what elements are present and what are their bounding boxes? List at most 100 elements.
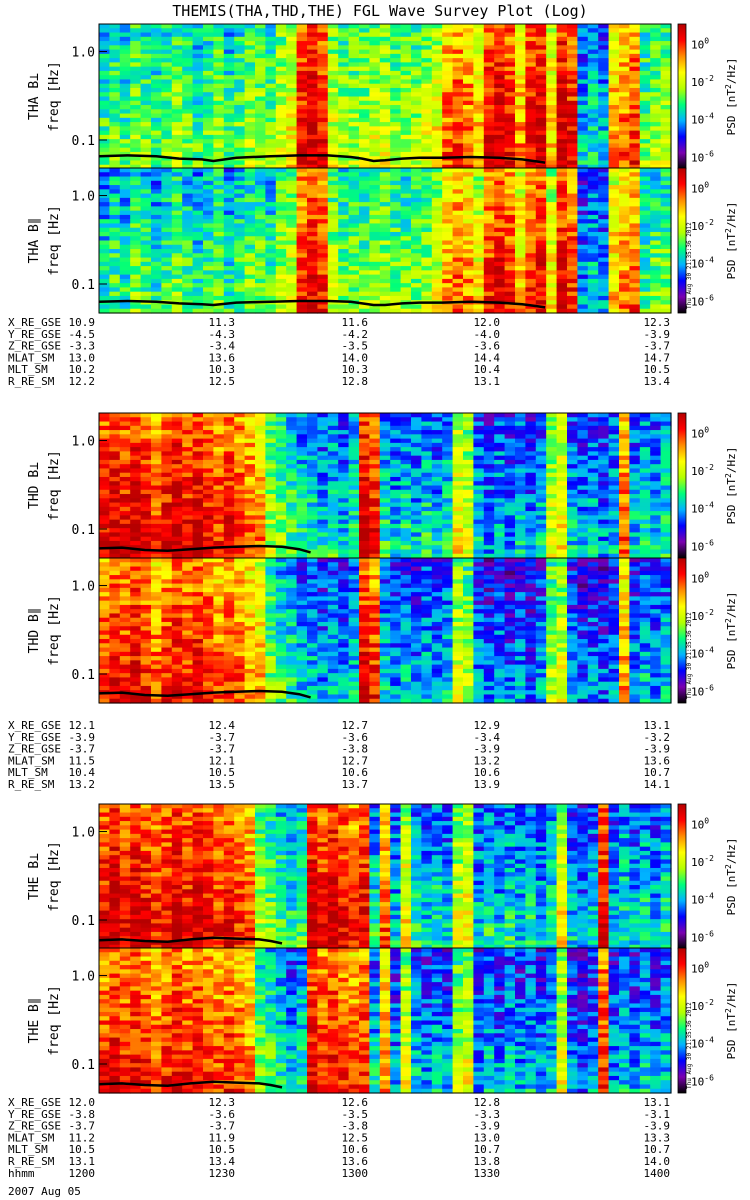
heatmap-cell bbox=[109, 519, 121, 525]
heatmap-cell bbox=[379, 283, 391, 289]
heatmap-cell bbox=[473, 249, 485, 254]
heatmap-cell bbox=[577, 164, 589, 170]
heatmap-cell bbox=[390, 130, 402, 136]
heatmap-cell bbox=[296, 164, 308, 170]
heatmap-cell bbox=[400, 553, 412, 559]
heatmap-cell bbox=[369, 151, 381, 157]
heatmap-cell bbox=[556, 202, 568, 207]
heatmap-cell bbox=[421, 214, 433, 220]
heatmap-cell bbox=[203, 70, 214, 76]
heatmap-cell bbox=[494, 283, 506, 289]
heatmap-cell bbox=[598, 49, 610, 55]
heatmap-cell bbox=[265, 100, 277, 106]
heatmap-cell bbox=[421, 532, 433, 538]
heatmap-cell bbox=[161, 36, 173, 42]
heatmap-cell bbox=[255, 545, 266, 551]
heatmap-cell bbox=[223, 417, 235, 423]
heatmap-cell bbox=[234, 528, 246, 534]
heatmap-cell bbox=[473, 227, 485, 233]
heatmap-cell bbox=[369, 549, 381, 555]
heatmap-cell bbox=[483, 36, 495, 42]
heatmap-cell bbox=[660, 147, 672, 153]
heatmap-cell bbox=[151, 223, 162, 229]
heatmap-cell bbox=[556, 206, 568, 212]
heatmap-cell bbox=[473, 79, 485, 85]
heatmap-cell bbox=[192, 249, 204, 254]
heatmap-cell bbox=[577, 139, 589, 145]
heatmap-cell bbox=[296, 49, 308, 55]
heatmap-cell bbox=[452, 139, 464, 145]
heatmap-cell bbox=[411, 49, 422, 55]
heatmap-cell bbox=[213, 519, 225, 525]
heatmap-cell bbox=[234, 549, 246, 555]
heatmap-cell bbox=[307, 214, 318, 220]
heatmap-cell bbox=[390, 214, 402, 220]
heatmap-cell bbox=[515, 176, 526, 182]
heatmap-cell bbox=[151, 455, 162, 461]
heatmap-cell bbox=[255, 189, 266, 195]
heatmap-cell bbox=[223, 308, 235, 314]
heatmap-cell bbox=[99, 523, 110, 529]
heatmap-cell bbox=[130, 92, 142, 98]
heatmap-cell bbox=[442, 189, 454, 195]
heatmap-cell bbox=[99, 308, 110, 314]
heatmap-cell bbox=[130, 75, 142, 81]
heatmap-cell bbox=[255, 253, 266, 259]
heatmap-cell bbox=[494, 266, 506, 271]
heatmap-cell bbox=[369, 53, 381, 59]
heatmap-cell bbox=[608, 92, 620, 98]
heatmap-cell bbox=[359, 160, 370, 166]
heatmap-cell bbox=[556, 210, 568, 216]
heatmap-cell bbox=[660, 261, 672, 267]
heatmap-cell bbox=[452, 451, 464, 457]
heatmap-cell bbox=[359, 96, 370, 102]
heatmap-cell bbox=[587, 41, 599, 46]
heatmap-cell bbox=[504, 180, 516, 186]
heatmap-cell bbox=[234, 459, 246, 465]
heatmap-cell bbox=[161, 274, 173, 280]
heatmap-cell bbox=[587, 66, 599, 72]
heatmap-cell bbox=[182, 291, 194, 297]
heatmap-cell bbox=[140, 451, 152, 457]
heatmap-cell bbox=[109, 210, 121, 216]
heatmap-cell bbox=[307, 122, 318, 127]
heatmap-cell bbox=[577, 79, 589, 85]
heatmap-cell bbox=[494, 75, 506, 81]
heatmap-cell bbox=[442, 244, 454, 250]
heatmap-cell bbox=[359, 270, 370, 276]
heatmap-cell bbox=[327, 481, 339, 487]
heatmap-cell bbox=[213, 536, 225, 542]
heatmap-cell bbox=[421, 274, 433, 280]
heatmap-cell bbox=[286, 36, 298, 42]
heatmap-cell bbox=[307, 143, 318, 149]
heatmap-cell bbox=[639, 66, 651, 72]
heatmap-cell bbox=[275, 502, 287, 508]
heatmap-cell bbox=[525, 130, 537, 136]
heatmap-cell bbox=[400, 266, 412, 271]
heatmap-cell bbox=[567, 236, 578, 242]
heatmap-cell bbox=[255, 70, 266, 76]
heatmap-cell bbox=[109, 164, 121, 170]
heatmap-cell bbox=[296, 66, 308, 72]
heatmap-cell bbox=[411, 164, 422, 170]
heatmap-cell bbox=[192, 105, 204, 110]
heatmap-cell bbox=[619, 304, 630, 310]
heatmap-cell bbox=[463, 197, 474, 203]
heatmap-cell bbox=[109, 494, 121, 499]
heatmap-cell bbox=[213, 455, 225, 461]
heatmap-cell bbox=[338, 36, 350, 42]
heatmap-cell bbox=[660, 36, 672, 42]
heatmap-cell bbox=[171, 62, 183, 68]
heatmap-cell bbox=[244, 481, 256, 487]
heatmap-cell bbox=[567, 274, 578, 280]
heatmap-cell bbox=[369, 122, 381, 127]
heatmap-cell bbox=[452, 134, 464, 140]
heatmap-cell bbox=[587, 193, 599, 199]
heatmap-cell bbox=[192, 489, 204, 495]
heatmap-cell bbox=[338, 459, 350, 465]
heatmap-cell bbox=[244, 139, 256, 145]
heatmap-cell bbox=[265, 143, 277, 149]
heatmap-cell bbox=[151, 236, 162, 242]
heatmap-cell bbox=[650, 223, 662, 229]
heatmap-cell bbox=[182, 100, 194, 106]
